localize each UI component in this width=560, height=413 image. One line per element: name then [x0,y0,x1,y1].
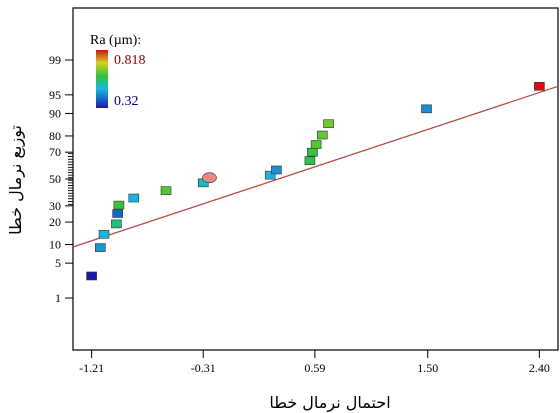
data-point [307,147,318,157]
data-point [271,165,282,175]
x-tick-label: -0.31 [191,361,216,375]
y-tick-label: 1 [55,291,61,305]
y-tick-label: 30 [49,199,61,213]
data-point [98,229,110,239]
x-tick-label: 0.59 [304,361,325,375]
y-tick-label: 50 [49,172,61,186]
data-point [310,140,322,149]
data-points [86,82,545,281]
data-point [534,82,545,91]
plot-frame [72,7,559,351]
y-tick-label: 90 [49,106,61,120]
y-tick-label: 70 [49,145,61,159]
data-point [304,156,316,165]
data-point [202,172,217,184]
legend-title: Ra (µm): [90,33,141,48]
data-point [128,193,140,203]
legend-min-label: 0.32 [114,94,139,109]
y-tick-label: 5 [55,256,61,270]
data-point [111,219,122,229]
data-point [317,130,328,140]
x-axis: -1.21 -0.31 0.59 1.50 2.40 [79,350,550,375]
data-point [160,186,172,195]
legend-max-label: 0.818 [114,53,146,68]
x-tick-label: 1.50 [417,361,438,375]
legend: Ra (µm): 0.818 0.32 [90,33,146,109]
y-tick-label: 20 [49,215,61,229]
x-tick-label: -1.21 [79,361,104,375]
y-axis: 1 5 10 20 30 50 70 80 90 95 99 [49,53,73,305]
data-point [323,119,334,129]
y-tick-label: 10 [49,238,61,252]
x-axis-title: احتمال نرمال خطا [269,393,390,413]
data-point [421,104,432,114]
y-axis-title: توزیع نرمال خطا [6,125,26,235]
fit-line [72,85,559,248]
data-point [86,271,97,281]
x-tick-label: 2.40 [529,361,550,375]
data-point [112,209,123,218]
data-point [94,243,106,252]
data-point [264,170,276,180]
y-tick-label: 80 [49,129,61,143]
y-tick-label: 95 [49,88,61,102]
y-tick-label: 99 [49,53,61,67]
legend-colorbar [96,50,108,108]
data-point [113,200,125,210]
